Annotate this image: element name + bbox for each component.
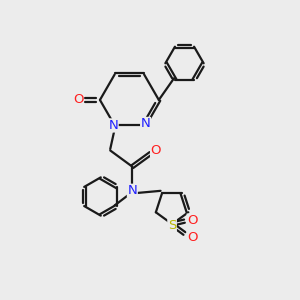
Text: N: N (141, 118, 151, 130)
Text: N: N (108, 119, 118, 132)
Text: N: N (128, 184, 137, 197)
Text: O: O (73, 93, 83, 106)
Text: O: O (187, 231, 198, 244)
Text: S: S (168, 219, 176, 232)
Text: O: O (187, 214, 198, 227)
Text: O: O (151, 144, 161, 157)
